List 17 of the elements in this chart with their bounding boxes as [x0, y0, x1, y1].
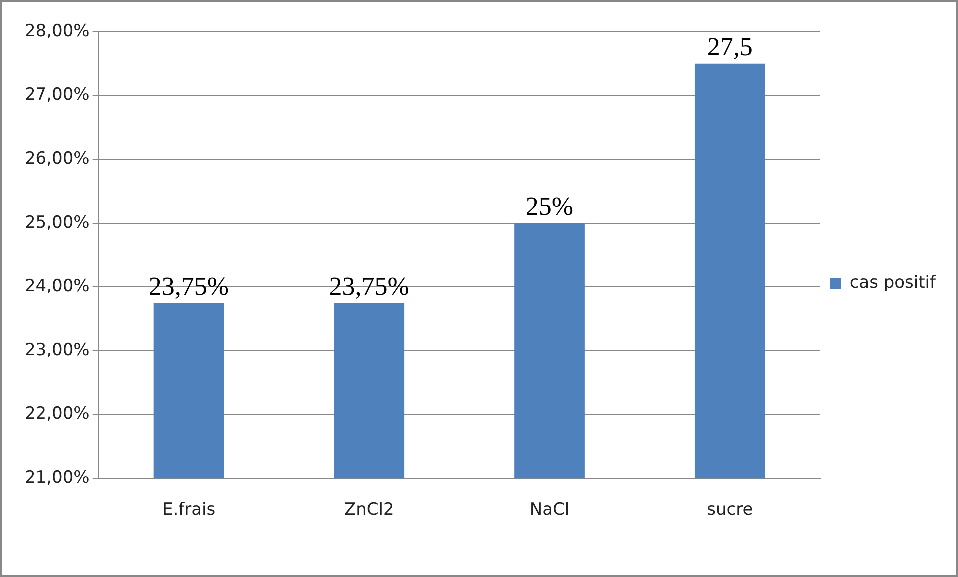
x-tick-label: sucre — [707, 500, 754, 520]
y-tick-label: 21,00% — [24, 468, 90, 488]
y-tick-label: 24,00% — [24, 276, 90, 297]
y-tick-label: 23,00% — [24, 340, 90, 360]
x-tick-label: E.frais — [162, 500, 216, 520]
y-tick-label: 26,00% — [24, 149, 90, 170]
data-label: 23,75% — [329, 272, 410, 301]
data-label: 27,5 — [707, 32, 753, 62]
data-label: 23,75% — [148, 272, 230, 301]
y-tick-label: 22,00% — [24, 404, 90, 424]
y-tick-label: 27,00% — [24, 85, 90, 106]
legend-label: cas positif — [850, 272, 938, 293]
x-tick-label: ZnCl2 — [344, 500, 394, 520]
y-tick-label: 28,00% — [24, 21, 90, 42]
data-label: 25% — [526, 192, 574, 222]
x-tick-label: NaCl — [530, 500, 570, 520]
y-tick-label: 25,00% — [24, 212, 90, 233]
